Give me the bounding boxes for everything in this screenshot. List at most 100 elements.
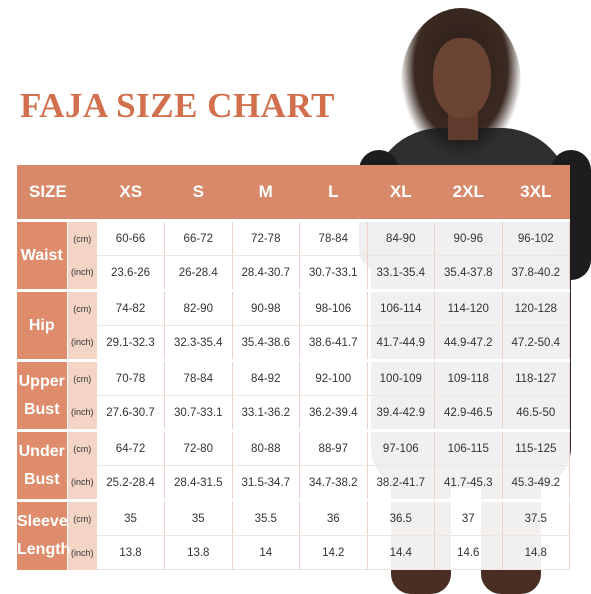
size-value-cell: 37 <box>434 499 503 536</box>
size-value-cell: 14.4 <box>367 535 436 570</box>
size-value-cell: 36.2-39.4 <box>299 395 368 431</box>
unit-label-inch: (inch) <box>66 255 98 291</box>
measurement-label-line: Length <box>17 540 71 558</box>
size-value-cell: 46.5-50 <box>502 395 571 431</box>
size-value-cell: 78-84 <box>164 359 233 396</box>
size-value-cell: 39.4-42.9 <box>367 395 436 431</box>
measurement-row-cm: Sleeve Length (cm) 35 35 35.5 36 36.5 37 37.5 <box>17 499 571 570</box>
measurement-label-line: Waist <box>20 246 63 264</box>
unit-label-inch: (inch) <box>66 465 98 501</box>
measurement-row-inch: (inch) 23.6-26 26-28.4 28.4-30.7 30.7-33.1 33… <box>17 255 571 291</box>
unit-label-cm: (cm) <box>66 499 98 536</box>
measurement-row-cm: Hip (cm) 74-82 82-90 90-98 98-106 106-114 114-1… <box>17 289 571 361</box>
size-value-cell: 14 <box>232 535 301 570</box>
size-value-cell: 106-114 <box>367 289 436 326</box>
size-value-cell: 60-66 <box>97 219 166 256</box>
size-value-cell: 88-97 <box>299 429 368 466</box>
size-value-cell: 27.6-30.7 <box>97 395 166 431</box>
measurement-row-inch: (inch) 29.1-32.3 32.3-35.4 35.4-38.6 38.6-41… <box>17 325 571 361</box>
size-value-cell: 80-88 <box>232 429 301 466</box>
unit-label-inch: (inch) <box>66 395 98 431</box>
size-value-cell: 82-90 <box>164 289 233 326</box>
size-value-cell: 35 <box>97 499 166 536</box>
size-value-cell: 78-84 <box>299 219 368 256</box>
measurement-row-inch: (inch) 25.2-28.4 28.4-31.5 31.5-34.7 34.7-38… <box>17 465 571 501</box>
size-value-cell: 36 <box>299 499 368 536</box>
size-value-cell: 23.6-26 <box>97 255 166 291</box>
size-value-cell: 35.5 <box>232 499 301 536</box>
measurement-row-cm: Upper Bust (cm) 70-78 78-84 84-92 92-100 100-10… <box>17 359 571 431</box>
size-value-cell: 14.6 <box>434 535 503 570</box>
size-value-cell: 37.5 <box>502 499 571 536</box>
size-value-cell: 64-72 <box>97 429 166 466</box>
size-value-cell: 38.6-41.7 <box>299 325 368 361</box>
measurement-row-cm: Waist (cm) 60-66 66-72 72-78 78-84 84-90 90-96 9… <box>17 219 571 291</box>
unit-label-inch: (inch) <box>66 535 98 570</box>
size-value-cell: 74-82 <box>97 289 166 326</box>
size-value-cell: 35.4-38.6 <box>232 325 301 361</box>
size-value-cell: 26-28.4 <box>164 255 233 291</box>
size-value-cell: 14.8 <box>502 535 571 570</box>
size-value-cell: 120-128 <box>502 289 571 326</box>
size-value-cell: 72-80 <box>164 429 233 466</box>
size-value-cell: 35.4-37.8 <box>434 255 503 291</box>
size-value-cell: 37.8-40.2 <box>502 255 571 291</box>
size-value-cell: 28.4-31.5 <box>164 465 233 501</box>
measurement-row-inch: (inch) 13.8 13.8 14 14.2 14.4 14.6 14.8 <box>17 535 571 570</box>
model-face <box>433 38 491 118</box>
size-chart-body: Waist (cm) 60-66 66-72 72-78 78-84 84-90 90-96 9… <box>17 219 571 570</box>
unit-label-cm: (cm) <box>66 359 98 396</box>
size-value-cell: 84-90 <box>367 219 436 256</box>
size-value-cell: 32.3-35.4 <box>164 325 233 361</box>
measurement-label: Upper Bust <box>17 359 67 431</box>
size-chart-table: SIZE XS S M L XL 2XL 3XL Waist (cm) 60-66 6… <box>17 165 571 570</box>
size-value-cell: 96-102 <box>502 219 571 256</box>
size-header-cell: L <box>299 165 368 221</box>
measurement-row-cm: Under Bust (cm) 64-72 72-80 80-88 88-97 97-106 1… <box>17 429 571 501</box>
measurement-label-line: Bust <box>23 470 60 488</box>
size-value-cell: 38.2-41.7 <box>367 465 436 501</box>
unit-label-cm: (cm) <box>66 219 98 256</box>
size-header-cell: M <box>232 165 300 221</box>
size-value-cell: 13.8 <box>97 535 166 570</box>
size-value-cell: 97-106 <box>367 429 436 466</box>
size-value-cell: 106-115 <box>434 429 503 466</box>
measurement-label-line: Bust <box>23 400 60 418</box>
size-value-cell: 118-127 <box>502 359 571 396</box>
measurement-label: Waist <box>17 219 67 291</box>
size-header-cell: XL <box>367 165 435 221</box>
measurement-label-line: Upper <box>18 372 65 390</box>
size-value-cell: 45.3-49.2 <box>502 465 571 501</box>
size-header-cell: XS <box>97 165 165 221</box>
measurement-label: Hip <box>17 289 67 361</box>
measurement-label-line: Hip <box>28 316 55 334</box>
size-value-cell: 115-125 <box>502 429 571 466</box>
size-value-cell: 30.7-33.1 <box>164 395 233 431</box>
size-value-cell: 34.7-38.2 <box>299 465 368 501</box>
size-header-cell: 3XL <box>502 165 570 221</box>
size-value-cell: 114-120 <box>434 289 503 326</box>
size-value-cell: 92-100 <box>299 359 368 396</box>
size-value-cell: 100-109 <box>367 359 436 396</box>
unit-label-cm: (cm) <box>66 289 98 326</box>
size-value-cell: 109-118 <box>434 359 503 396</box>
page-title: FAJA SIZE CHART <box>20 86 335 125</box>
size-value-cell: 98-106 <box>299 289 368 326</box>
size-value-cell: 31.5-34.7 <box>232 465 301 501</box>
size-header-cell: S <box>164 165 233 221</box>
size-value-cell: 13.8 <box>164 535 233 570</box>
size-value-cell: 36.5 <box>367 499 436 536</box>
unit-label-inch: (inch) <box>66 325 98 361</box>
size-value-cell: 66-72 <box>164 219 233 256</box>
size-value-cell: 90-98 <box>232 289 301 326</box>
size-value-cell: 28.4-30.7 <box>232 255 301 291</box>
size-value-cell: 29.1-32.3 <box>97 325 166 361</box>
measurement-label-line: Under <box>18 442 65 460</box>
size-header-label: SIZE <box>17 165 98 221</box>
size-value-cell: 14.2 <box>299 535 368 570</box>
size-value-cell: 41.7-44.9 <box>367 325 436 361</box>
measurement-label-line: Sleeve <box>17 512 68 530</box>
size-header-cell: 2XL <box>434 165 503 221</box>
size-value-cell: 42.9-46.5 <box>434 395 503 431</box>
size-value-cell: 33.1-36.2 <box>232 395 301 431</box>
